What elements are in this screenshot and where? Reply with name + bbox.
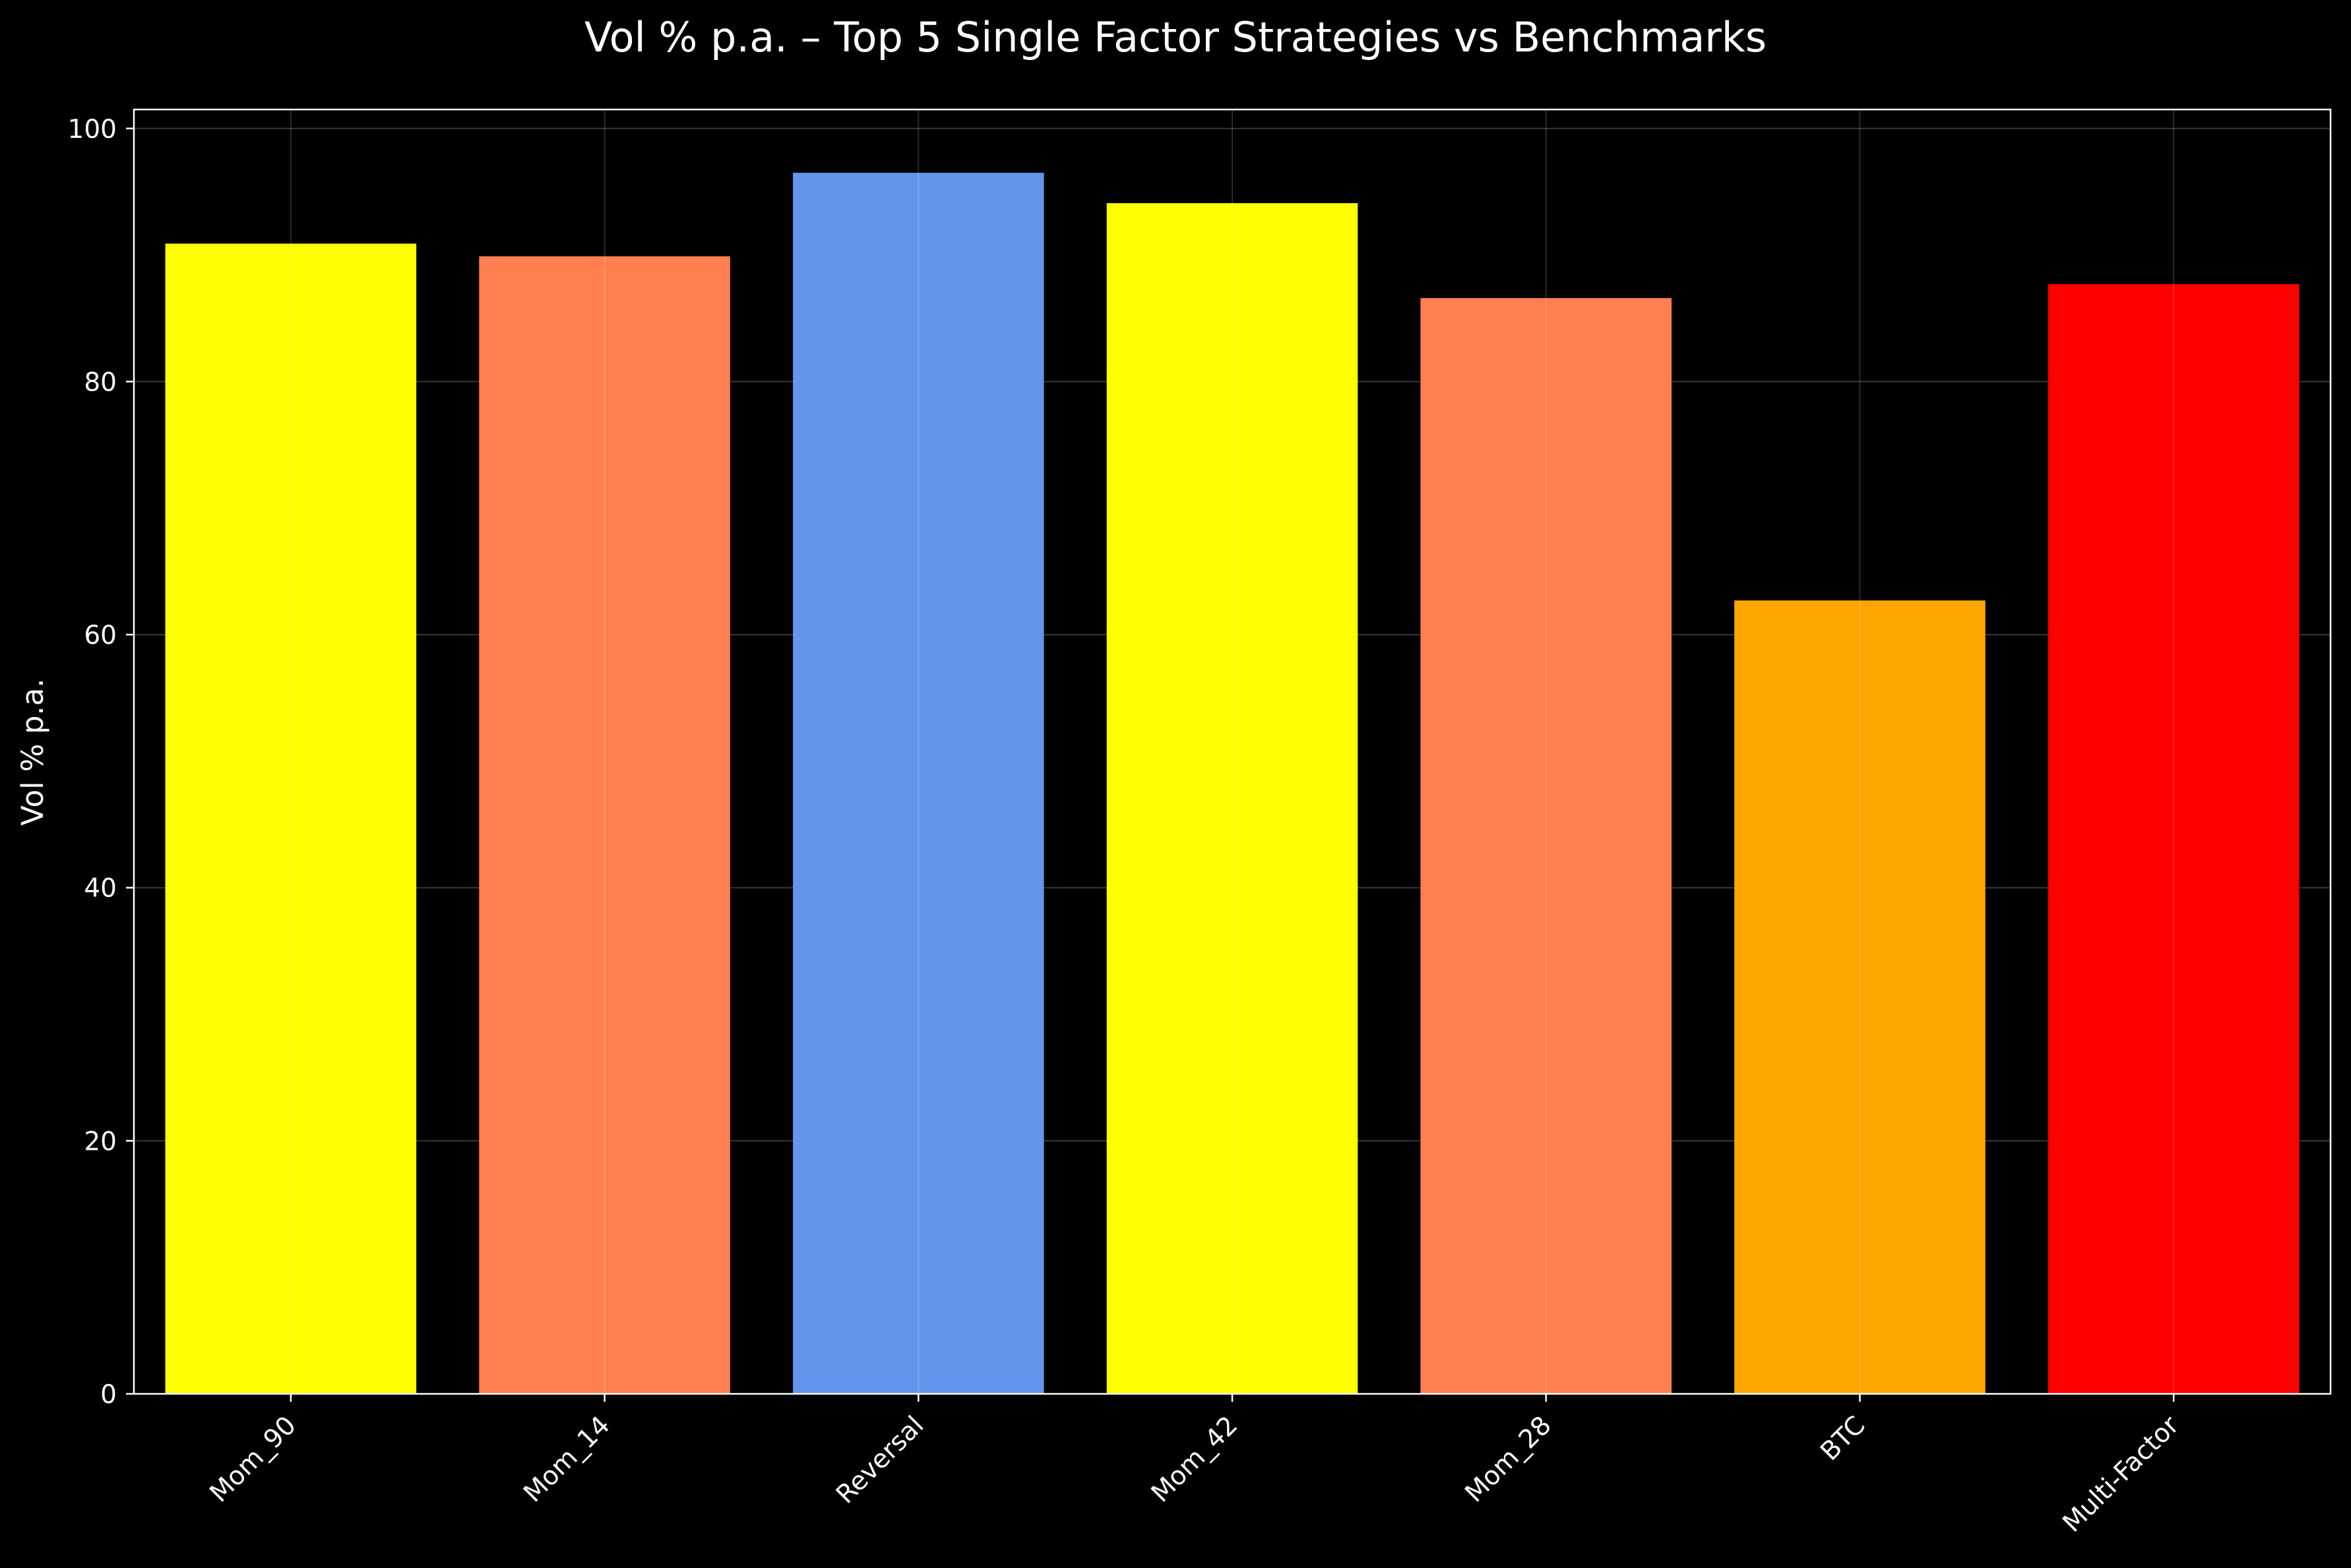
y-axis-label: Vol % p.a.: [15, 678, 50, 825]
bar-reversal: [793, 172, 1044, 1394]
bar-mom-42: [1106, 203, 1358, 1395]
bar-btc: [1734, 600, 1986, 1394]
y-tick-label: 100: [68, 115, 117, 144]
x-tick-label: Mom_14: [518, 1410, 615, 1508]
bar-mom-28: [1420, 298, 1672, 1394]
bar-multi-factor: [2048, 284, 2300, 1394]
x-tick-label: Mom_90: [204, 1410, 302, 1508]
x-tick-label: Reversal: [831, 1410, 929, 1509]
x-axis-ticks: Mom_90 Mom_14 Reversal Mom_42 Mom_28 BTC Multi…: [204, 1394, 2185, 1538]
x-tick-label: Mom_42: [1146, 1410, 1243, 1508]
x-tick-label: Mom_28: [1460, 1410, 1557, 1508]
chart-title: Vol % p.a. – Top 5 Single Factor Strateg…: [584, 13, 1767, 61]
bar-mom-14: [479, 256, 730, 1394]
y-tick-label: 80: [84, 367, 117, 397]
vertical-grid-lines: [290, 110, 2175, 1394]
x-tick-label: Multi-Factor: [2057, 1410, 2185, 1538]
y-axis-ticks: 0 20 40 60 80 100: [68, 115, 134, 1410]
y-tick-label: 40: [84, 874, 117, 904]
bar-mom-90: [165, 243, 417, 1394]
y-tick-label: 20: [84, 1127, 117, 1156]
y-tick-label: 60: [84, 621, 117, 650]
y-tick-label: 0: [100, 1380, 117, 1410]
x-tick-label: BTC: [1815, 1410, 1871, 1466]
bars: [165, 172, 2300, 1395]
